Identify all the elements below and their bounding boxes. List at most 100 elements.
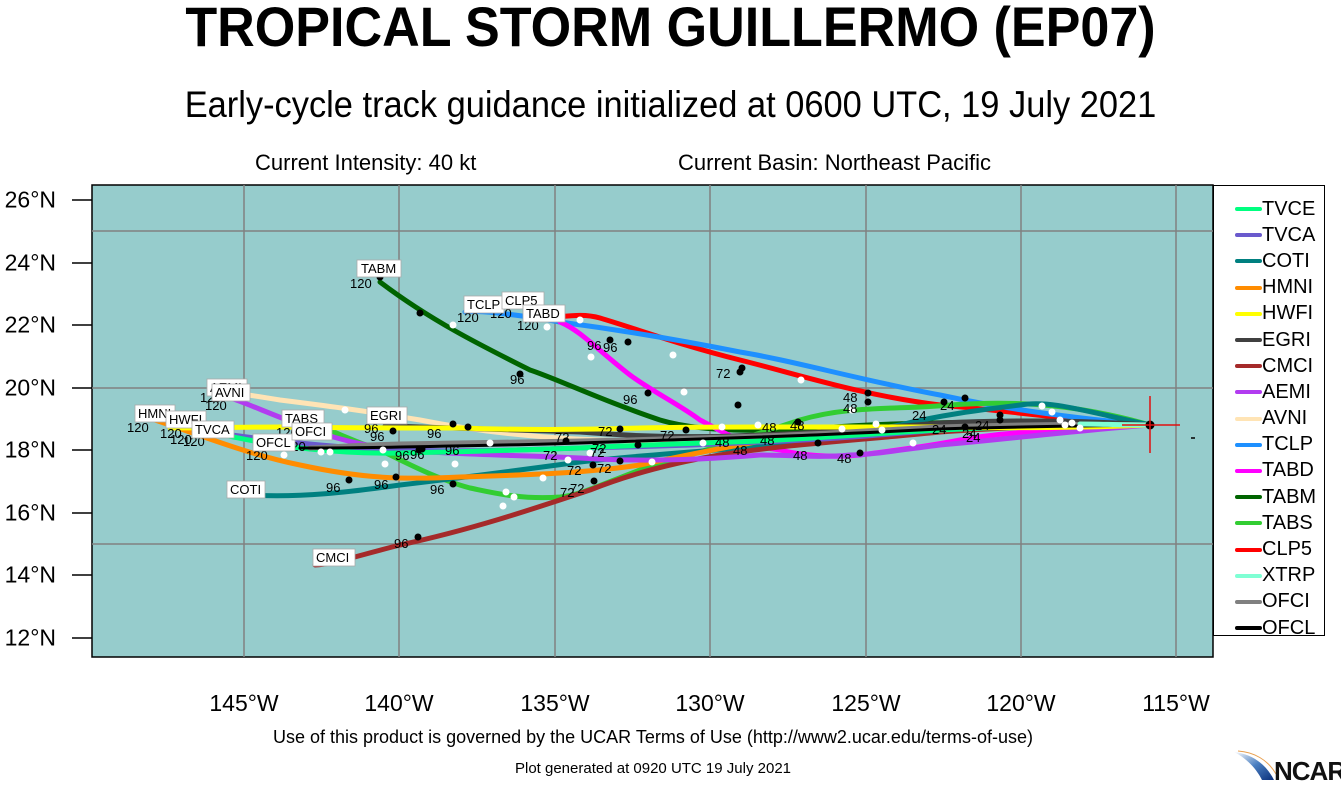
- legend-item-tabs: TABS: [1214, 510, 1324, 536]
- svg-text:48: 48: [837, 451, 851, 466]
- svg-text:CLP5: CLP5: [505, 293, 538, 308]
- legend-swatch: [1235, 259, 1262, 264]
- legend-label: OFCI: [1262, 590, 1310, 613]
- legend-label: EGRI: [1262, 328, 1311, 351]
- legend-swatch: [1235, 521, 1262, 526]
- legend-item-clp5: CLP5: [1214, 536, 1324, 562]
- svg-text:96: 96: [430, 482, 444, 497]
- legend-swatch: [1235, 442, 1262, 447]
- legend-item-tvca: TVCA: [1214, 222, 1324, 248]
- legend-swatch: [1235, 626, 1262, 631]
- legend-swatch: [1235, 285, 1262, 290]
- legend-swatch: [1235, 599, 1262, 604]
- svg-text:COTI: COTI: [230, 482, 261, 497]
- svg-text:72: 72: [555, 430, 569, 445]
- legend-swatch: [1235, 207, 1262, 212]
- track-tabd: [557, 319, 1153, 459]
- legend-label: OFCL: [1262, 616, 1316, 639]
- y-tick-22n: 22°N: [4, 311, 56, 338]
- legend-item-ofcl: OFCL: [1214, 615, 1324, 641]
- legend-swatch: [1235, 468, 1262, 473]
- svg-text:120: 120: [205, 398, 227, 413]
- svg-text:24: 24: [975, 418, 989, 433]
- legend-label: TABD: [1262, 459, 1314, 482]
- model-end-labels: TABM TCLP CLP5 TABD AEMI AVNI HMNI HWFI …: [134, 259, 566, 567]
- legend-swatch: [1235, 390, 1262, 395]
- svg-text:96: 96: [587, 338, 601, 353]
- current-basin: Current Basin: Northeast Pacific: [678, 150, 992, 175]
- svg-text:96: 96: [603, 340, 617, 355]
- legend-swatch: [1235, 233, 1262, 238]
- legend-label: TABM: [1262, 485, 1317, 508]
- svg-text:72: 72: [570, 481, 584, 496]
- y-tick-18n: 18°N: [4, 436, 56, 463]
- x-tick-120w: 120°W: [986, 690, 1056, 716]
- svg-text:48: 48: [843, 390, 857, 405]
- svg-text:TABS: TABS: [285, 411, 318, 426]
- y-axis-ticks: [72, 199, 92, 639]
- svg-text:48: 48: [760, 433, 774, 448]
- svg-text:OFCL: OFCL: [256, 435, 291, 450]
- svg-text:120: 120: [170, 432, 192, 447]
- svg-text:72: 72: [543, 448, 557, 463]
- svg-text:48: 48: [793, 448, 807, 463]
- legend-item-aemi: AEMI: [1214, 379, 1324, 405]
- legend-swatch: [1235, 416, 1262, 421]
- svg-text:72: 72: [660, 428, 674, 443]
- svg-text:TABD: TABD: [526, 306, 560, 321]
- svg-text:96: 96: [410, 447, 424, 462]
- legend-swatch: [1235, 547, 1262, 552]
- page-subtitle: Early-cycle track guidance initialized a…: [184, 84, 1157, 125]
- page-title: TROPICAL STORM GUILLERMO (EP07): [185, 0, 1156, 58]
- legend-item-egri: EGRI: [1214, 327, 1324, 353]
- svg-text:72: 72: [592, 441, 606, 456]
- legend-item-cmci: CMCI: [1214, 353, 1324, 379]
- legend: TVCE TVCA COTI HMNI HWFI EGRI CMCI AEMI …: [1213, 185, 1325, 639]
- svg-text:120: 120: [127, 420, 149, 435]
- svg-text:48: 48: [843, 401, 857, 416]
- track-coti: [247, 401, 1153, 499]
- track-clp5: [537, 312, 1153, 428]
- legend-label: XTRP: [1262, 564, 1316, 587]
- tau-markers: [345, 273, 1155, 541]
- terms-of-use-link[interactable]: Use of this product is governed by the U…: [273, 727, 1033, 747]
- legend-label: HWFI: [1262, 302, 1314, 325]
- svg-text:24: 24: [966, 430, 980, 445]
- legend-item-tabd: TABD: [1214, 458, 1324, 484]
- legend-swatch: [1235, 311, 1262, 316]
- legend-item-ofci: OFCI: [1214, 589, 1324, 615]
- svg-text:96: 96: [326, 480, 340, 495]
- svg-text:24: 24: [932, 422, 946, 437]
- svg-text:96: 96: [394, 536, 408, 551]
- svg-text:72: 72: [597, 461, 611, 476]
- svg-text:120: 120: [457, 310, 479, 325]
- svg-text:24: 24: [940, 398, 954, 413]
- ncar-logo-text: NCAR: [1274, 756, 1341, 786]
- legend-item-hwfi: HWFI: [1214, 301, 1324, 327]
- svg-text:72: 72: [560, 485, 574, 500]
- legend-label: CLP5: [1262, 538, 1313, 561]
- legend-label: AEMI: [1262, 380, 1311, 403]
- legend-item-hmni: HMNI: [1214, 275, 1324, 301]
- y-tick-12n: 12°N: [4, 624, 56, 651]
- legend-label: TVCA: [1262, 223, 1316, 246]
- svg-text:48: 48: [790, 418, 804, 433]
- svg-text:120: 120: [246, 448, 268, 463]
- track-ofcl: [298, 423, 1152, 450]
- model-tracks: [152, 279, 1153, 568]
- svg-text:120: 120: [350, 276, 372, 291]
- svg-text:96: 96: [364, 421, 378, 436]
- svg-text:OFCI: OFCI: [295, 424, 326, 439]
- y-tick-16n: 16°N: [4, 499, 56, 526]
- svg-text:72: 72: [716, 366, 730, 381]
- svg-text:120: 120: [160, 426, 182, 441]
- intermediate-markers: [280, 316, 1084, 510]
- svg-text:72: 72: [590, 445, 604, 460]
- initial-position-marker: [1122, 396, 1180, 453]
- y-tick-26n: 26°N: [4, 186, 56, 213]
- svg-text:96: 96: [427, 426, 441, 441]
- x-tick-130w: 130°W: [675, 690, 745, 716]
- legend-swatch: [1235, 364, 1262, 369]
- legend-swatch: [1235, 573, 1262, 578]
